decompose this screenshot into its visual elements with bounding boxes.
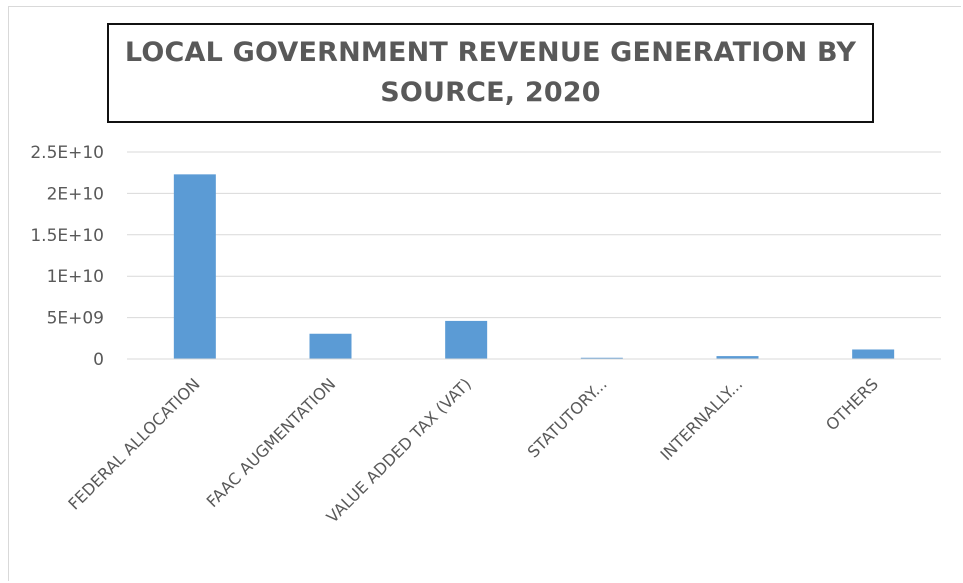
- chart-title-box: LOCAL GOVERNMENT REVENUE GENERATION BY S…: [107, 23, 874, 123]
- y-tick-label: 2.5E+10: [30, 143, 104, 163]
- bars: [173, 174, 895, 359]
- y-axis-ticks: 0 5E+09 1E+10 1.5E+10 2E+10 2.5E+10: [30, 143, 104, 370]
- gridlines: [127, 151, 941, 319]
- bar: [445, 320, 488, 359]
- x-category-label: INTERNALLY...: [656, 374, 746, 464]
- x-category-label: OTHERS: [822, 374, 882, 434]
- bar: [716, 356, 759, 359]
- y-tick-label: 5E+09: [47, 309, 104, 329]
- y-tick-label: 2E+10: [47, 184, 104, 204]
- x-category-label: STATUTORY...: [524, 374, 611, 461]
- y-tick-label: 1.5E+10: [30, 226, 104, 246]
- bar: [580, 357, 623, 359]
- chart-title: LOCAL GOVERNMENT REVENUE GENERATION BY S…: [124, 37, 857, 108]
- y-tick-label: 0: [93, 350, 104, 370]
- chart-frame: [8, 6, 961, 581]
- bar: [173, 174, 216, 359]
- x-category-label: FAAC AUGMENTATION: [203, 374, 340, 511]
- bar: [852, 349, 895, 359]
- y-tick-label: 1E+10: [47, 267, 104, 287]
- x-category-label: VALUE ADDED TAX (VAT): [323, 374, 475, 526]
- bar: [309, 333, 352, 359]
- x-category-label: FEDERAL ALLOCATION: [64, 374, 203, 513]
